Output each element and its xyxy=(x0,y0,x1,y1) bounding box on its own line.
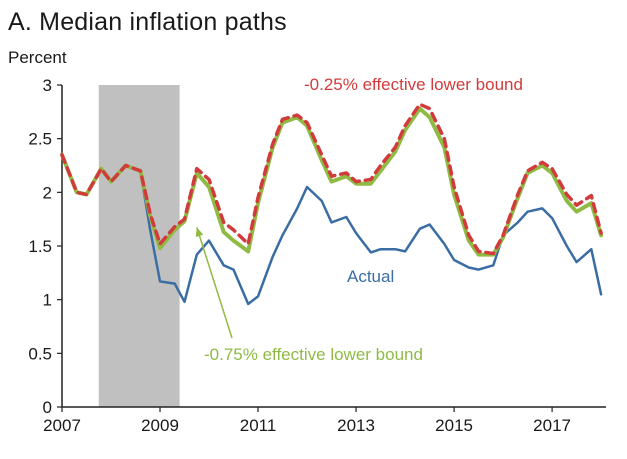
annotation-arrow-head xyxy=(195,227,204,238)
annotation-elb_025: -0.25% effective lower bound xyxy=(304,75,523,94)
y-axis-label: Percent xyxy=(8,48,67,67)
x-tick-label: 2007 xyxy=(43,416,81,435)
y-tick-label: 0 xyxy=(43,398,52,417)
y-tick-label: 1 xyxy=(43,291,52,310)
series-line-elb_025 xyxy=(60,102,603,256)
y-tick-label: 3 xyxy=(43,76,52,95)
series-line-actual xyxy=(60,153,603,306)
x-tick-label: 2013 xyxy=(337,416,375,435)
annotation-arrow-line xyxy=(196,227,233,339)
shaded-period xyxy=(98,85,180,407)
y-tick-label: 2.5 xyxy=(28,130,52,149)
annotation-actual: Actual xyxy=(347,267,394,286)
y-tick-label: 0.5 xyxy=(28,344,52,363)
annotation-elb_075: -0.75% effective lower bound xyxy=(204,345,423,364)
x-tick-label: 2009 xyxy=(141,416,179,435)
chart-title: A. Median inflation paths xyxy=(8,8,287,36)
x-tick-label: 2015 xyxy=(435,416,473,435)
y-tick-label: 2 xyxy=(43,183,52,202)
y-tick-label: 1.5 xyxy=(28,237,52,256)
x-tick-label: 2017 xyxy=(533,416,571,435)
x-tick-label: 2011 xyxy=(240,416,277,435)
